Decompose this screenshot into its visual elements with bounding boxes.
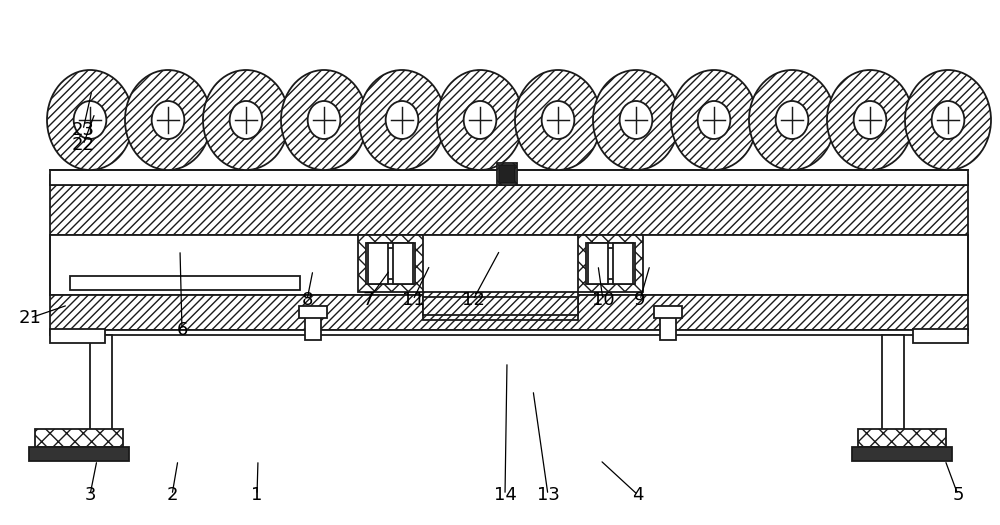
Bar [591,248,630,279]
Ellipse shape [464,101,496,139]
Text: 4: 4 [632,486,644,504]
Ellipse shape [698,101,730,139]
Text: 7: 7 [362,291,374,309]
Bar [578,235,643,292]
Bar [613,243,633,284]
Text: 21: 21 [19,309,41,327]
Bar [852,447,952,461]
Ellipse shape [152,101,184,139]
Text: 9: 9 [634,291,646,309]
Bar [497,163,517,185]
Text: 8: 8 [301,291,313,309]
Ellipse shape [776,101,808,139]
Ellipse shape [203,70,289,170]
Text: 12: 12 [462,291,484,309]
Bar [299,306,327,318]
Bar [50,170,968,185]
Text: 23: 23 [72,121,94,139]
Text: 14: 14 [494,486,516,504]
Ellipse shape [515,70,601,170]
Bar [305,308,321,340]
Bar [358,235,423,292]
Ellipse shape [359,70,445,170]
Bar [50,185,968,235]
Bar [588,243,608,284]
Ellipse shape [749,70,835,170]
Ellipse shape [932,101,964,139]
Text: 2: 2 [166,486,178,504]
Text: 3: 3 [84,486,96,504]
Text: 5: 5 [952,486,964,504]
Bar [393,243,413,284]
Ellipse shape [308,101,340,139]
Text: 1: 1 [251,486,263,504]
Bar [882,335,904,430]
Ellipse shape [437,70,523,170]
Bar [654,306,682,318]
Bar [50,175,968,185]
Text: 6: 6 [176,321,188,339]
Ellipse shape [125,70,211,170]
Bar [50,295,968,330]
Ellipse shape [386,101,418,139]
Bar [50,235,968,295]
Bar [660,308,676,340]
Ellipse shape [47,70,133,170]
Text: 10: 10 [592,291,614,309]
Text: 13: 13 [537,486,559,504]
Ellipse shape [593,70,679,170]
Bar [423,292,578,320]
Bar [50,329,105,343]
Bar [35,429,123,447]
Bar [366,243,415,284]
Ellipse shape [827,70,913,170]
Bar [90,335,112,430]
Ellipse shape [671,70,757,170]
Ellipse shape [230,101,262,139]
Bar [368,243,388,284]
Ellipse shape [905,70,991,170]
Ellipse shape [854,101,886,139]
Bar [499,165,515,183]
Text: 22: 22 [72,136,94,154]
Bar [371,248,410,279]
Ellipse shape [542,101,574,139]
Bar [586,243,635,284]
Text: 11: 11 [402,291,424,309]
Ellipse shape [74,101,106,139]
Ellipse shape [620,101,652,139]
Bar [423,297,578,315]
Ellipse shape [281,70,367,170]
Bar [50,330,968,335]
Bar [29,447,129,461]
Bar [913,329,968,343]
Bar [70,276,300,290]
Bar [858,429,946,447]
